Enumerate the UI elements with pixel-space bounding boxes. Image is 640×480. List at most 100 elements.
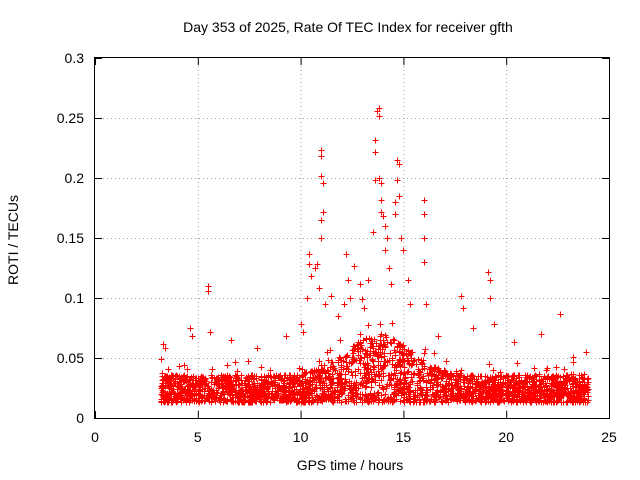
data-point — [245, 373, 252, 380]
data-point — [487, 295, 494, 302]
data-point — [351, 263, 358, 270]
data-point — [349, 354, 356, 361]
data-point — [350, 343, 357, 350]
data-point — [308, 273, 315, 280]
data-point — [462, 399, 469, 406]
data-point — [450, 373, 457, 380]
data-point — [324, 367, 331, 374]
data-point — [388, 281, 395, 288]
data-point — [343, 251, 350, 258]
data-point — [327, 392, 334, 399]
data-point — [401, 370, 408, 377]
data-point — [307, 377, 314, 384]
data-point — [580, 376, 587, 383]
data-point — [503, 372, 510, 379]
data-point — [394, 177, 401, 184]
data-point — [436, 367, 443, 374]
data-point — [224, 362, 231, 369]
data-point — [217, 399, 224, 406]
data-point — [352, 382, 359, 389]
data-point — [296, 365, 303, 372]
data-point — [421, 211, 428, 218]
data-point — [454, 384, 461, 391]
data-point — [360, 380, 367, 387]
data-point — [181, 362, 188, 369]
data-point — [247, 387, 254, 394]
data-point — [371, 371, 378, 378]
data-point — [405, 391, 412, 398]
data-point — [449, 394, 456, 401]
data-point — [309, 370, 316, 377]
data-point — [258, 364, 265, 371]
data-point — [378, 197, 385, 204]
data-point — [463, 386, 470, 393]
data-point — [330, 375, 337, 382]
data-point — [286, 379, 293, 386]
data-point — [223, 398, 230, 405]
data-point — [199, 374, 206, 381]
data-point — [201, 380, 208, 387]
data-point — [570, 354, 577, 361]
data-point — [405, 277, 412, 284]
data-point — [419, 389, 426, 396]
data-point — [382, 223, 389, 230]
data-point — [235, 393, 242, 400]
data-point — [258, 389, 265, 396]
data-point — [336, 397, 343, 404]
data-point — [364, 348, 371, 355]
data-point — [463, 376, 470, 383]
data-point — [466, 397, 473, 404]
data-point — [402, 375, 409, 382]
data-point — [529, 375, 536, 382]
data-point — [172, 391, 179, 398]
data-point — [396, 193, 403, 200]
data-point — [392, 199, 399, 206]
data-point — [400, 351, 407, 358]
data-point — [444, 396, 451, 403]
data-point — [280, 385, 287, 392]
data-point — [388, 340, 395, 347]
data-point — [226, 391, 233, 398]
data-point — [418, 386, 425, 393]
data-point — [376, 382, 383, 389]
data-point — [568, 397, 575, 404]
data-point — [242, 384, 249, 391]
data-point — [376, 397, 383, 404]
data-point — [276, 373, 283, 380]
data-point — [514, 360, 521, 367]
data-point — [406, 360, 413, 367]
data-point — [375, 352, 382, 359]
data-point — [348, 396, 355, 403]
data-point — [461, 392, 468, 399]
data-point — [438, 375, 445, 382]
data-point — [542, 376, 549, 383]
data-point — [576, 372, 583, 379]
data-point — [406, 387, 413, 394]
data-point — [175, 392, 182, 399]
data-point — [379, 346, 386, 353]
data-point — [518, 391, 525, 398]
data-point — [206, 398, 213, 405]
data-point — [405, 368, 412, 375]
data-point — [466, 377, 473, 384]
data-point — [398, 235, 405, 242]
data-point — [242, 377, 249, 384]
data-point — [499, 381, 506, 388]
data-point — [404, 369, 411, 376]
data-point — [236, 397, 243, 404]
data-point — [460, 391, 467, 398]
data-point — [298, 380, 305, 387]
data-point — [585, 375, 592, 382]
data-point — [534, 395, 541, 402]
data-point — [502, 380, 509, 387]
data-point — [361, 364, 368, 371]
data-point — [267, 399, 274, 406]
data-point — [432, 399, 439, 406]
data-point — [551, 382, 558, 389]
data-point — [576, 395, 583, 402]
x-axis-label: GPS time / hours — [297, 457, 404, 473]
data-point — [207, 329, 214, 336]
data-point — [378, 209, 385, 216]
data-point — [357, 281, 364, 288]
data-point — [222, 397, 229, 404]
